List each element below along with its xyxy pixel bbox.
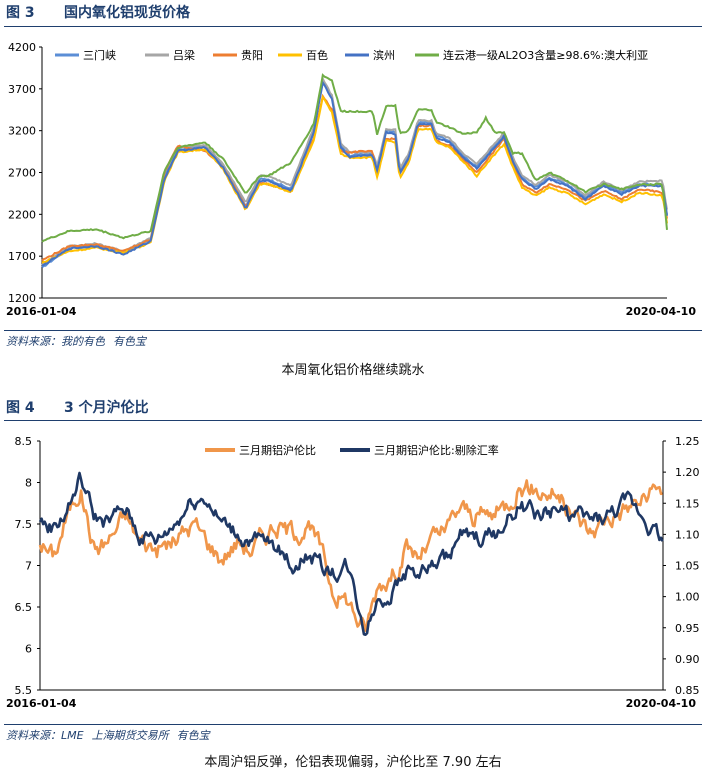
x-end-label: 2020-04-10 — [626, 697, 697, 710]
y-tick-label: 8.5 — [15, 435, 33, 448]
series-line-0 — [38, 479, 663, 632]
y-tick-label: 6.5 — [15, 601, 33, 614]
series-line-0 — [41, 76, 668, 269]
series-line-2 — [41, 93, 668, 262]
figure4-chart: 5.5 6 6.5 7 7.5 8 8.5 0.85 0.90 0.95 1.00 1.05 1.10 1… — [6, 435, 700, 710]
figure3-title-text: 国内氧化铝现货价格 — [64, 5, 190, 21]
y-tick-label: 3700 — [8, 83, 36, 96]
legend-label-3: 百色 — [306, 48, 328, 62]
figure3-source-1: 资料来源：我的有色 — [6, 335, 105, 348]
y2-tick-label: 0.90 — [675, 653, 700, 666]
figure4-title-text: 3 个月沪伦比 — [64, 400, 149, 416]
figure4-source-1: 资料来源：LME — [6, 729, 84, 742]
figure3-bottom-rule — [4, 330, 702, 331]
series-line-4 — [41, 80, 668, 267]
series-line-3 — [41, 94, 668, 264]
y2-tick-label: 0.95 — [675, 622, 700, 635]
y-tick-label: 1700 — [8, 250, 36, 263]
series-line-1 — [38, 471, 664, 636]
figure3-source-2: 有色宝 — [113, 335, 146, 348]
legend-label-0: 三月期铝沪伦比 — [239, 443, 316, 457]
y2-tick-label: 0.85 — [675, 684, 700, 697]
figure4-bottom-rule — [4, 724, 702, 725]
figure3-source: 资料来源：我的有色 有色宝 — [6, 333, 154, 349]
figure3-label: 图 3 — [6, 5, 35, 21]
y-tick-label: 7 — [25, 560, 32, 573]
y2-tick-label: 1.05 — [675, 560, 700, 573]
y-tick-label: 2700 — [8, 167, 36, 180]
legend-label-1: 吕梁 — [173, 48, 195, 62]
figure4-label: 图 4 — [6, 400, 35, 416]
x-start-label: 2016-01-04 — [6, 697, 77, 710]
series-line-1 — [41, 75, 668, 266]
figure3-title: 图 3 国内氧化铝现货价格 — [6, 2, 190, 22]
figure3-top-rule — [4, 26, 702, 27]
figure4-source-3: 有色宝 — [176, 729, 210, 742]
figure4-source: 资料来源：LME 上海期货交易所 有色宝 — [6, 727, 218, 743]
x-end-label: 2020-04-10 — [626, 305, 697, 318]
figure3-chart: 1200 1700 2200 2700 3200 3700 4200 2016-01-04 20… — [6, 41, 697, 318]
figure4-caption: 本周沪铝反弹，伦铝表现偏弱，沪伦比至 7.90 左右 — [204, 755, 502, 770]
legend-label-5: 连云港一级AL2O3含量≥98.6%:澳大利亚 — [443, 48, 648, 62]
series-line-5 — [41, 73, 668, 243]
y-tick-label: 5.5 — [15, 684, 33, 697]
figure4-title: 图 4 3 个月沪伦比 — [6, 397, 149, 417]
legend-label-4: 滨州 — [373, 48, 395, 62]
figure3-caption: 本周氧化铝价格继续跳水 — [281, 363, 425, 378]
y-tick-label: 4200 — [8, 41, 36, 54]
y-tick-label: 6 — [25, 643, 32, 656]
figure4-top-rule — [4, 420, 702, 421]
y-tick-label: 7.5 — [15, 518, 33, 531]
y2-tick-label: 1.25 — [675, 435, 700, 448]
legend-label-1: 三月期铝沪伦比:剔除汇率 — [374, 443, 499, 457]
x-start-label: 2016-01-04 — [6, 305, 77, 318]
y2-tick-label: 1.20 — [675, 466, 700, 479]
y-tick-label: 3200 — [8, 125, 36, 138]
legend-label-0: 三门峡 — [83, 48, 116, 62]
y2-tick-label: 1.10 — [675, 528, 700, 541]
figure4-source-2: 上海期货交易所 — [91, 729, 169, 742]
legend-label-2: 贵阳 — [241, 49, 263, 62]
y-tick-label: 2200 — [8, 208, 36, 221]
y-tick-label: 8 — [25, 477, 32, 490]
y2-tick-label: 1.00 — [675, 591, 700, 604]
y-tick-label: 1200 — [8, 292, 36, 305]
y2-tick-label: 1.15 — [675, 497, 700, 510]
